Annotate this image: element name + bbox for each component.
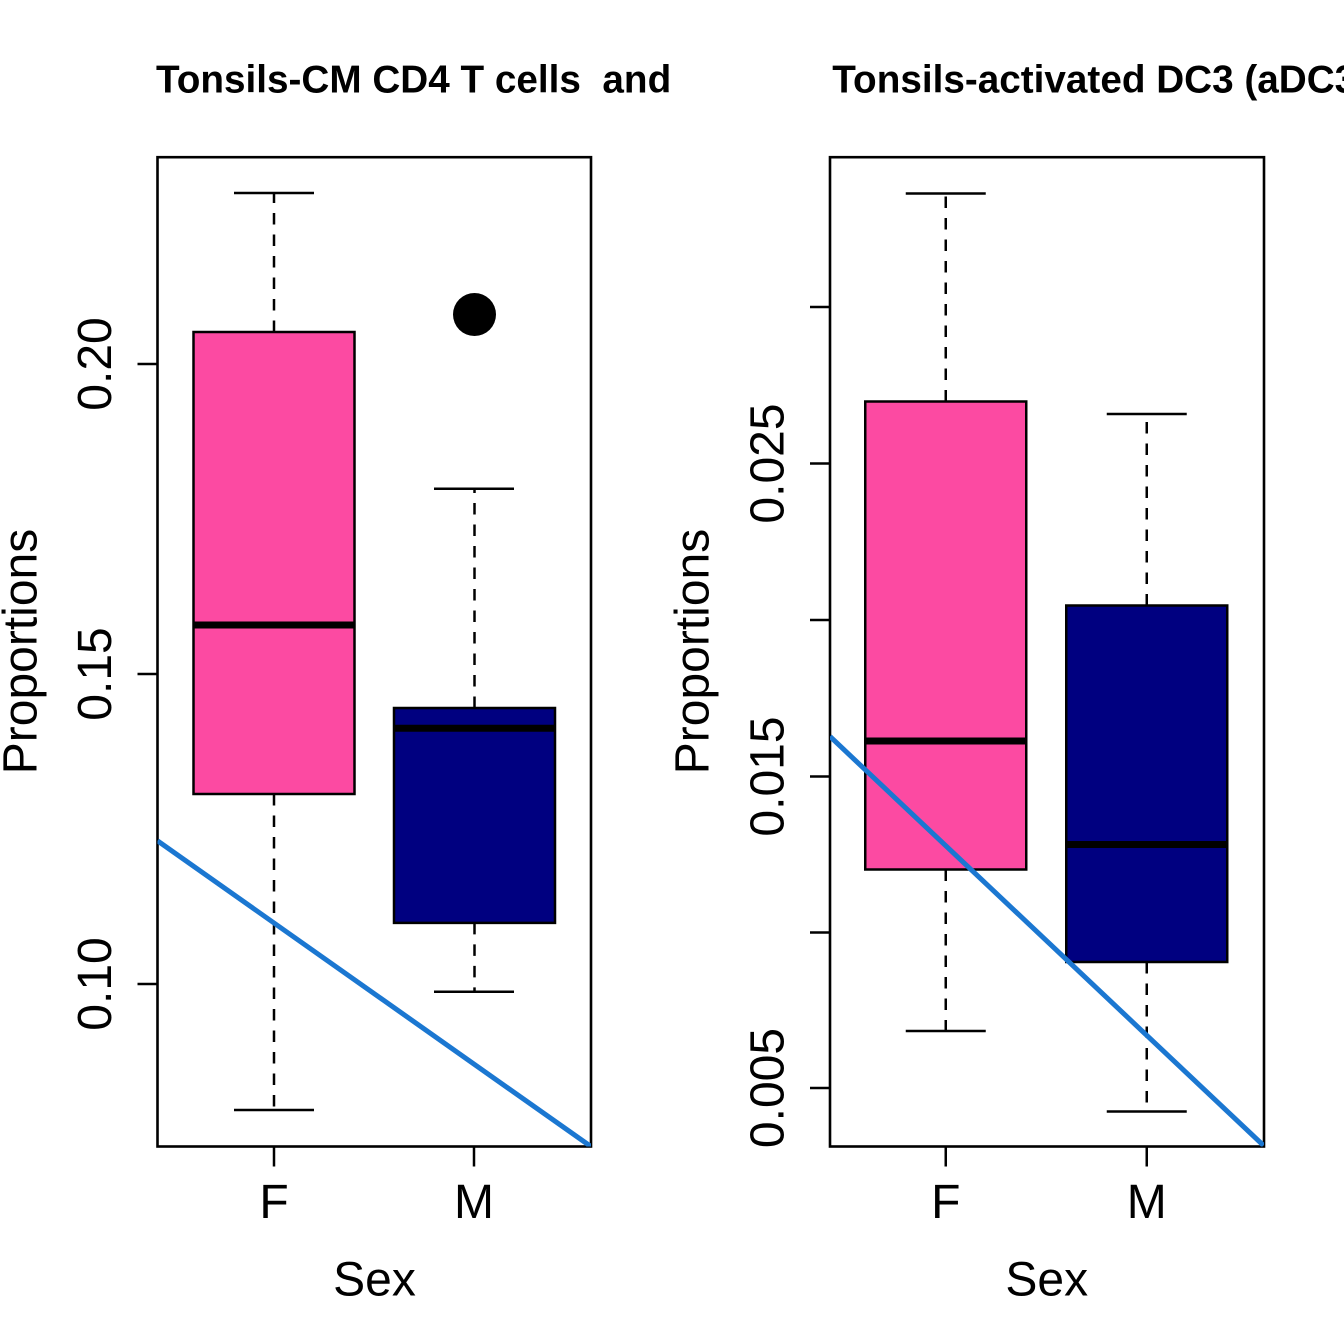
svg-text:0.20: 0.20 — [69, 317, 122, 410]
svg-text:F: F — [259, 1176, 288, 1229]
svg-text:0.10: 0.10 — [69, 937, 122, 1030]
svg-text:Tonsils-activated DC3 (aDC3): Tonsils-activated DC3 (aDC3) and Sex — [832, 59, 1344, 102]
svg-text:Sex: Sex — [333, 1254, 416, 1307]
svg-text:F: F — [931, 1176, 960, 1229]
svg-text:Tonsils-CM CD4 T cells and Se: Tonsils-CM CD4 T cells and Sex — [156, 59, 751, 102]
svg-text:Proportions: Proportions — [667, 529, 720, 774]
svg-text:M: M — [1127, 1176, 1167, 1229]
svg-text:0.015: 0.015 — [742, 716, 795, 836]
svg-text:Sex: Sex — [1005, 1254, 1088, 1307]
svg-text:M: M — [454, 1176, 494, 1229]
svg-text:Proportions: Proportions — [0, 529, 48, 774]
svg-text:0.15: 0.15 — [69, 627, 122, 720]
svg-text:0.005: 0.005 — [742, 1028, 795, 1148]
svg-text:0.025: 0.025 — [742, 403, 795, 523]
